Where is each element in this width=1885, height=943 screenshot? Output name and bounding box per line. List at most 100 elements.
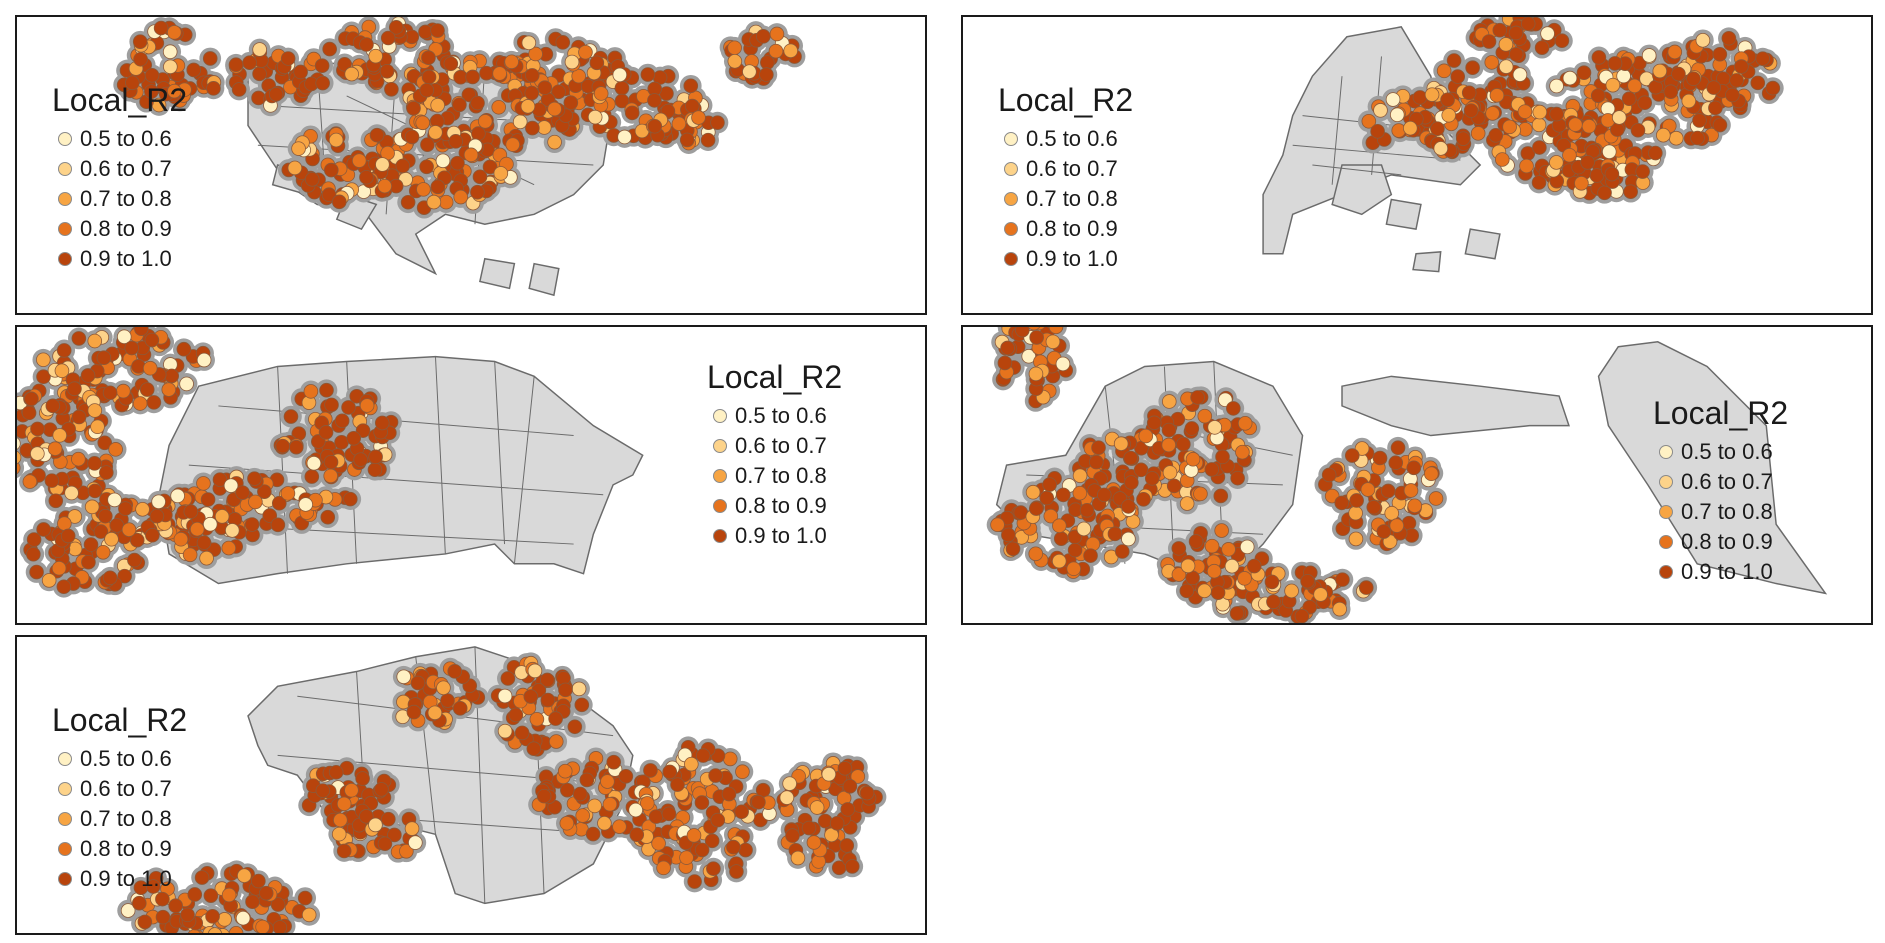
local-r2-point [1621,91,1637,107]
local-r2-point [850,769,866,784]
local-r2-point [342,491,358,507]
local-r2-point [1637,95,1653,111]
local-r2-point [514,725,530,741]
local-r2-point [427,705,443,721]
local-r2-point [404,821,420,836]
local-r2-point [132,396,148,411]
local-r2-point [1166,478,1182,494]
local-r2-point [1424,466,1439,482]
local-r2-point [298,497,313,512]
local-r2-point [671,116,687,132]
land-area [1385,198,1422,230]
local-r2-point [1204,462,1220,477]
local-r2-point [421,69,437,85]
local-r2-point [817,813,833,829]
local-r2-point [1229,606,1245,621]
local-r2-point [293,64,308,80]
local-r2-point [322,41,337,57]
local-r2-point [272,920,288,933]
local-r2-point [1765,80,1781,96]
local-r2-point [465,69,480,85]
local-r2-point [1652,63,1668,79]
local-r2-point [1721,30,1737,46]
local-r2-point [323,162,339,178]
map-panel-3[interactable]: Local_R2 0.5 to 0.6 0.6 to 0.7 0.7 to 0.8 0.… [15,325,927,625]
local-r2-point [1083,548,1098,563]
local-r2-point [1221,542,1236,557]
map-panel-4[interactable]: Local_R2 0.5 to 0.6 0.6 to 0.7 0.7 to 0.8 0.… [961,325,1873,625]
local-r2-point [189,521,205,537]
legend-title: Local_R2 [52,82,188,118]
local-r2-point [1373,103,1388,118]
local-r2-point [525,120,540,136]
local-r2-point [443,56,459,72]
local-r2-point [1121,499,1136,514]
local-r2-point [270,897,286,912]
local-r2-point [1481,34,1497,49]
local-r2-point [125,75,140,91]
local-r2-point [1389,107,1405,123]
local-r2-point [593,86,609,101]
local-r2-point [301,907,317,923]
local-r2-point [368,817,383,833]
local-r2-point [1204,538,1220,554]
local-r2-point [606,754,622,770]
local-r2-point [1729,73,1744,88]
legend-item: 0.6 to 0.7 [998,154,1133,184]
local-r2-point [22,474,38,489]
legend-swatch [1004,162,1018,176]
local-r2-point [1072,468,1088,484]
map-panel-2[interactable]: Local_R2 0.5 to 0.6 0.6 to 0.7 0.7 to 0.8 0.… [961,15,1873,315]
local-r2-point [1005,541,1021,557]
local-r2-point [567,719,583,735]
local-r2-point [493,166,509,181]
local-r2-point [99,465,114,480]
local-r2-point [555,35,571,50]
local-r2-point [287,160,303,176]
local-r2-point [639,796,655,811]
local-r2-point [255,919,270,933]
local-r2-point [1446,53,1462,68]
local-r2-point [521,35,537,51]
local-r2-point [257,484,272,499]
legend-swatch [713,469,727,483]
legend-label: 0.7 to 0.8 [735,463,827,488]
legend-swatch [713,529,727,543]
local-r2-point [1344,448,1360,463]
local-r2-point [84,499,100,515]
legend-title: Local_R2 [707,359,843,395]
local-r2-point [1607,56,1623,71]
local-r2-point [359,169,374,185]
local-r2-point [200,492,216,507]
local-r2-point [726,839,741,855]
local-r2-point [1532,104,1548,120]
local-r2-point [90,419,105,435]
legend-label: 0.6 to 0.7 [735,433,827,458]
local-r2-point [149,508,165,524]
map-panel-5[interactable]: Local_R2 0.5 to 0.6 0.6 to 0.7 0.7 to 0.8 0.… [15,635,927,935]
local-r2-point [783,43,799,59]
local-r2-point [768,43,784,59]
local-r2-point [334,413,350,429]
local-r2-point [1029,330,1044,345]
local-r2-point [585,826,601,842]
local-r2-point [252,42,267,57]
local-r2-point [614,93,630,109]
land-area [1464,228,1501,260]
local-r2-point [1540,26,1555,41]
map-panel-1[interactable]: Local_R2 0.5 to 0.6 0.6 to 0.7 0.7 to 0.8 0.… [15,15,927,315]
local-r2-point [351,153,367,168]
local-r2-point [686,828,702,843]
legend-label: 0.6 to 0.7 [1681,469,1773,494]
local-r2-point [448,134,464,149]
local-r2-point [17,450,22,465]
local-r2-point [559,815,575,831]
local-r2-point [1605,77,1621,93]
legend-swatch [1004,222,1018,236]
local-r2-point [684,756,699,772]
local-r2-point [520,99,536,114]
local-r2-point [1226,401,1241,416]
local-r2-point [144,68,160,83]
local-r2-point [1144,471,1160,486]
local-r2-point [661,806,677,822]
